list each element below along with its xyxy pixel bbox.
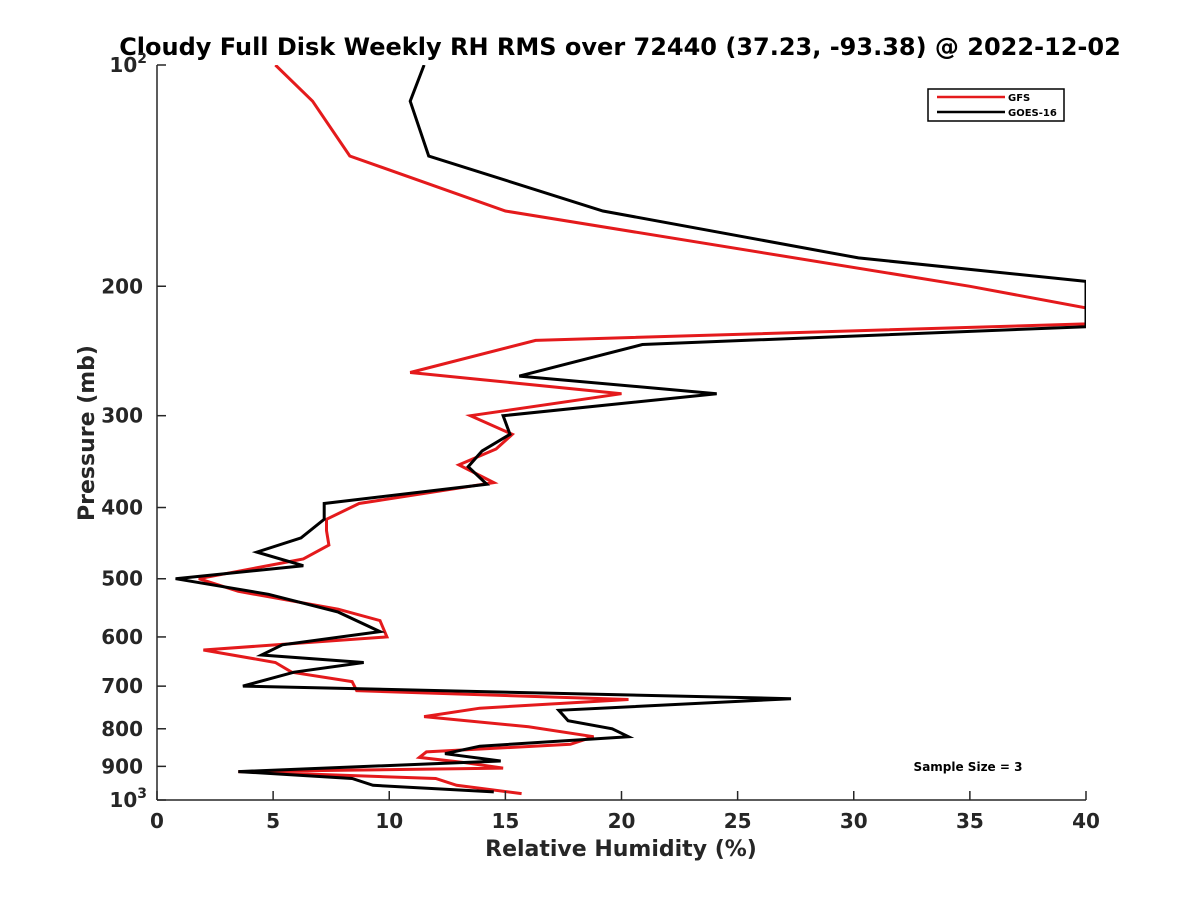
- legend-label-gfs: GFS: [1008, 93, 1030, 104]
- y-tick-label: 200: [101, 274, 143, 298]
- y-tick-label: 400: [101, 496, 143, 520]
- y-axis-label: Pressure (mb): [75, 345, 100, 521]
- series-line-goes-16: [175, 65, 1086, 794]
- y-tick-label: 800: [101, 717, 143, 741]
- sample-size-annotation: Sample Size = 3: [914, 760, 1023, 774]
- chart-title: Cloudy Full Disk Weekly RH RMS over 7244…: [119, 33, 1121, 61]
- plot-frame: [157, 65, 1086, 800]
- legend: GFS GOES-16: [927, 88, 1065, 122]
- y-tick-label: 103: [109, 786, 147, 812]
- x-tick-label: 30: [840, 809, 868, 833]
- legend-box: [927, 88, 1065, 122]
- x-tick-label: 35: [956, 809, 984, 833]
- y-tick-label: 700: [101, 674, 143, 698]
- y-tick-label: 500: [101, 567, 143, 591]
- x-tick-label: 5: [266, 809, 280, 833]
- x-tick-label: 15: [491, 809, 519, 833]
- ticks-layer: 0 5 10 15 20 25 30 35 40 102 200 300 400 500 600 700 800…: [101, 51, 1100, 833]
- x-axis-label: Relative Humidity (%): [485, 837, 757, 862]
- y-tick-label: 900: [101, 754, 143, 778]
- x-tick-label: 40: [1072, 809, 1100, 833]
- x-tick-label: 20: [608, 809, 636, 833]
- x-tick-label: 0: [150, 809, 164, 833]
- y-tick-label: 102: [109, 51, 147, 77]
- plot-area: [157, 65, 1086, 800]
- x-tick-label: 25: [724, 809, 752, 833]
- series-layer: [175, 65, 1086, 796]
- y-tick-label: 300: [101, 404, 143, 428]
- x-tick-label: 10: [375, 809, 403, 833]
- y-tick-label: 600: [101, 625, 143, 649]
- legend-label-goes-16: GOES-16: [1008, 108, 1057, 119]
